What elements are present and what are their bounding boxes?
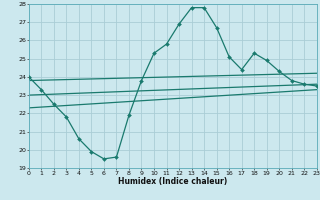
X-axis label: Humidex (Indice chaleur): Humidex (Indice chaleur) xyxy=(118,177,228,186)
